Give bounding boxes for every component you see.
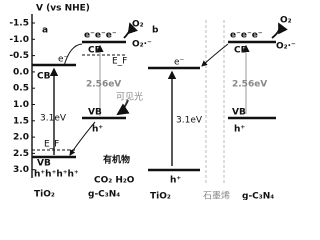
gcn-vb-label: VB xyxy=(232,108,246,118)
gcn-name: g-C₃N₄ xyxy=(88,190,120,200)
axis-title: V (vs NHE) xyxy=(36,4,90,14)
tio2-hole: h⁺ xyxy=(170,176,181,186)
gcn-ef: E_F xyxy=(112,57,127,67)
tio2-vb-label: VB xyxy=(37,159,51,169)
tio2-electron: e⁻ xyxy=(174,58,185,68)
tio2-gap: 3.1eV xyxy=(40,114,67,124)
tio2-name: TiO₂ xyxy=(34,190,55,200)
band-diagram: V (vs NHE) -1.5 -1.0 -0.5 0.0 0.5 1.0 1.5 2.0 2.… xyxy=(9,4,296,201)
gcn-electrons: e⁻e⁻e⁻ xyxy=(84,31,117,41)
products: CO₂ H₂O xyxy=(94,176,135,186)
gcn-hole: h⁺ xyxy=(234,125,245,135)
tio2-name: TiO₂ xyxy=(150,192,171,201)
gcn-cb-label: CB xyxy=(88,46,102,56)
y-tick-label: 3.0 xyxy=(13,165,29,175)
organic: 有机物 xyxy=(103,154,130,166)
y-tick-label: 0.0 xyxy=(13,67,29,77)
tio2-gap: 3.1eV xyxy=(176,116,203,126)
tio2-holes: h⁺h⁺h⁺h⁺ xyxy=(34,170,79,180)
o2: O₂ xyxy=(280,16,292,26)
gcn-name: g-C₃N₄ xyxy=(242,192,274,201)
y-tick-label: 2.0 xyxy=(13,133,29,143)
transfer-arrow xyxy=(201,43,229,67)
y-tick-label: -1.0 xyxy=(9,35,29,45)
y-tick-label: -0.5 xyxy=(9,51,29,61)
gcn-gap: 2.56eV xyxy=(232,80,267,90)
light: 可见光 xyxy=(116,91,143,103)
o2-arrow xyxy=(271,22,288,39)
gcn-gap: 2.56eV xyxy=(86,80,121,90)
hole-transfer xyxy=(69,121,96,156)
gcn-cb-label: CB xyxy=(234,46,248,56)
gcn-electrons: e⁻e⁻e⁻ xyxy=(230,31,263,41)
tio2-cb-label: CB xyxy=(37,72,51,82)
y-tick-label: 1.0 xyxy=(13,100,29,110)
y-tick-label: 1.5 xyxy=(13,116,29,126)
light-arrow xyxy=(116,99,130,116)
graphene: 石墨烯 xyxy=(203,190,230,201)
panel-label: b xyxy=(152,26,159,36)
gcn-hole: h⁺ xyxy=(92,125,103,135)
ticks: -1.5 -1.0 -0.5 0.0 0.5 1.0 1.5 2.0 2.5 3.0 xyxy=(9,19,35,175)
o2-radical: O₂·⁻ xyxy=(276,42,296,52)
o2-radical: O₂·⁻ xyxy=(132,40,152,50)
tio2-electron: e⁻ xyxy=(58,55,69,65)
o2-arrow xyxy=(123,22,138,39)
y-tick-label: 0.5 xyxy=(13,84,29,94)
gcn-vb-label: VB xyxy=(88,108,102,118)
y-tick-label: -1.5 xyxy=(9,19,29,29)
o2: O₂ xyxy=(132,20,144,30)
tio2-ef: E_F xyxy=(44,140,59,150)
y-tick-label: 2.5 xyxy=(13,149,29,159)
transfer-arrow xyxy=(63,43,83,67)
panel-label: a xyxy=(42,26,48,36)
